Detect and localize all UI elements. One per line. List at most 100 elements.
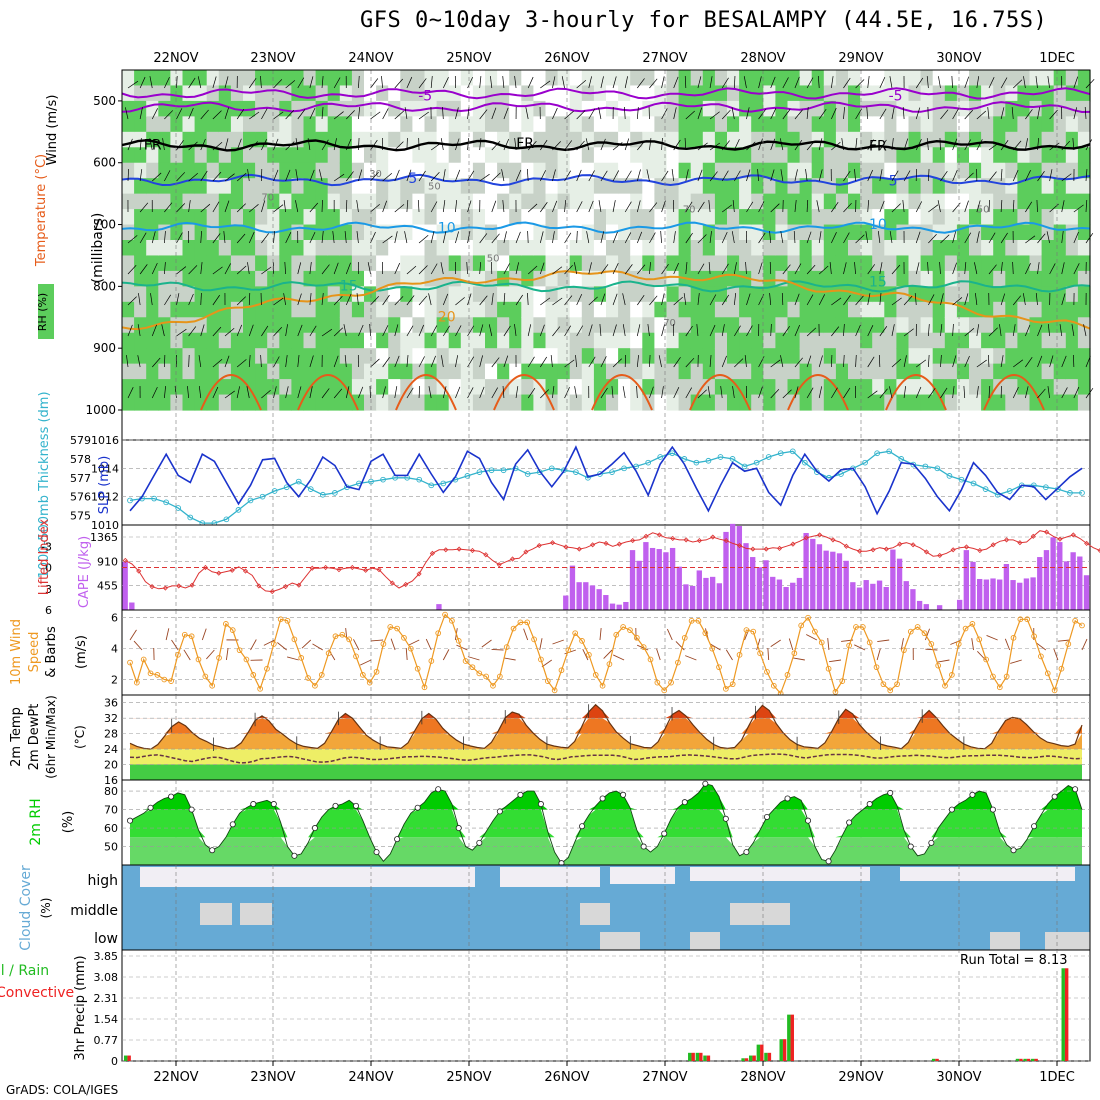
wind-barb	[295, 200, 299, 213]
rh-cell	[630, 193, 643, 210]
cape-bar	[903, 581, 909, 610]
rh-cell	[1005, 348, 1018, 365]
rh-cell	[763, 147, 776, 164]
rh-cell	[678, 193, 692, 210]
precip-convective-bar	[1019, 1058, 1023, 1061]
wind-barb	[1037, 388, 1046, 399]
rh-cell	[642, 131, 655, 148]
legend-convective: Convective	[0, 985, 74, 1001]
wind-barb	[818, 355, 823, 368]
rh-cell	[206, 162, 220, 179]
wind-barb	[564, 325, 572, 337]
rh-cell	[1029, 147, 1043, 164]
wind-barb	[404, 107, 408, 120]
wind-barb	[685, 387, 693, 399]
rh-cell	[134, 332, 147, 349]
wind-barb	[939, 137, 941, 151]
rh-cell	[1029, 270, 1043, 287]
rh-cell	[255, 131, 268, 148]
cape-bar	[1057, 542, 1063, 610]
rh-cell	[400, 131, 413, 148]
wind-barb	[964, 232, 972, 244]
wind-barb	[1073, 263, 1080, 275]
wind-barb	[758, 138, 763, 151]
wind-barb	[974, 262, 978, 275]
rh-cell	[376, 70, 389, 87]
wind-barb	[248, 324, 254, 337]
rh-cell	[134, 348, 147, 365]
rh-cell	[460, 193, 474, 210]
rh-cell	[630, 209, 643, 226]
wind-barb	[345, 199, 348, 213]
wind-barb	[818, 109, 827, 120]
rh2m-point	[722, 815, 729, 822]
rh-cell	[436, 301, 450, 318]
rh-cell	[920, 270, 934, 287]
wind-barb	[915, 77, 924, 89]
rh-cell	[509, 131, 522, 148]
wind-barb	[818, 294, 826, 306]
cape-bar	[816, 544, 823, 610]
rh-cell	[630, 240, 643, 257]
rh-cell	[1065, 178, 1079, 195]
rh-cell	[460, 147, 474, 164]
wind-barb	[758, 262, 763, 275]
rh-cell	[811, 286, 825, 303]
rh-cell	[569, 348, 583, 365]
wind10-speed-line-point	[757, 650, 763, 657]
rh-cell	[485, 240, 498, 257]
wind-barb	[1025, 201, 1033, 213]
rh-cell	[569, 240, 583, 257]
wind-barb	[1047, 76, 1050, 89]
wind-barb	[370, 111, 381, 120]
rh-cell	[279, 178, 292, 195]
rh-cell	[170, 147, 184, 164]
wind-barb	[1061, 355, 1067, 368]
rh-cell	[811, 394, 825, 411]
rh-cell	[860, 270, 873, 287]
wind-barb	[382, 173, 393, 182]
wind-barb	[891, 264, 901, 275]
wind-barb	[696, 324, 699, 337]
precip-convective-bar	[699, 1052, 703, 1061]
rh-cell	[981, 348, 994, 365]
rh-cell	[291, 162, 305, 179]
rh-cell	[146, 348, 159, 365]
rh-cell	[666, 394, 680, 411]
wind10-speed-line-point	[579, 638, 585, 644]
wind-barb	[284, 262, 286, 275]
rh-cell	[714, 178, 728, 195]
rh-cell	[1005, 394, 1018, 411]
rh-cell	[569, 178, 583, 195]
wind-barb	[139, 76, 146, 89]
rh-cell	[497, 363, 510, 380]
li-tick: -3	[41, 540, 52, 553]
rh-cell	[751, 178, 764, 195]
wind10-speed-line-point	[962, 625, 969, 632]
rh-cell	[158, 162, 171, 179]
rh-cell	[1065, 255, 1079, 272]
wind-barb	[1049, 169, 1053, 182]
rh-cell	[678, 116, 692, 133]
rh-cell	[472, 363, 486, 380]
wind-barb	[479, 76, 482, 89]
rh-cell	[1005, 270, 1018, 287]
wind10-speed-line-point	[866, 639, 873, 646]
wind-barb	[164, 386, 166, 399]
wind10-barb	[359, 659, 372, 666]
rh-cell	[1029, 348, 1043, 365]
wind-barb	[709, 231, 712, 244]
rh-cell	[279, 85, 292, 102]
rh-cell	[835, 255, 849, 272]
wind-barb	[1025, 263, 1031, 275]
rh-cell	[714, 209, 728, 226]
rh-cell	[194, 70, 208, 87]
rh-cell	[122, 178, 135, 195]
wind-barb	[976, 386, 979, 399]
rh-cell	[848, 224, 861, 241]
rh-cell	[811, 116, 825, 133]
rh-cell	[376, 394, 389, 411]
rh-cell	[702, 224, 716, 241]
rh-cell	[376, 301, 389, 318]
rh-cell	[291, 348, 305, 365]
